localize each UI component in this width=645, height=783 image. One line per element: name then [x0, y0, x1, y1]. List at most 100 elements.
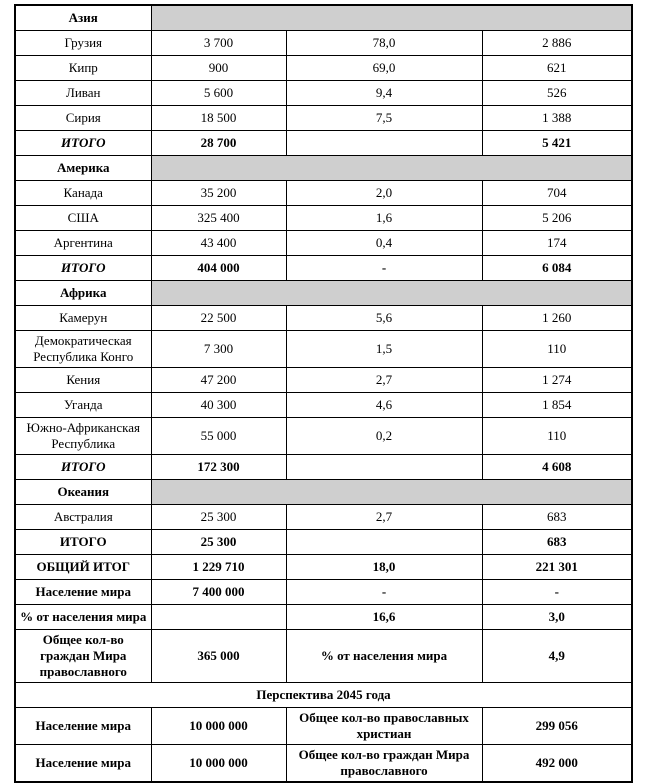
value-cell: 35 200	[150, 180, 287, 206]
value-cell: 7 300	[150, 330, 287, 368]
banner-title-cell: Перспектива 2045 года	[14, 682, 633, 708]
banner-row: Перспектива 2045 года	[14, 682, 633, 708]
country-row: Австралия 25 300 2,7 683	[14, 504, 633, 530]
region-label-cell: Азия	[14, 4, 152, 31]
label-cell: % от населения мира	[14, 604, 152, 630]
label-cell: Грузия	[14, 30, 152, 56]
label-cell: Южно-Африканская Республика	[14, 417, 152, 455]
value-cell: % от населения мира	[285, 629, 483, 683]
value-cell: 683	[481, 504, 633, 530]
value-cell: 47 200	[150, 367, 287, 393]
country-row: Демократическая Республика Конго 7 300 1,5…	[14, 330, 633, 368]
section-fill-cell	[150, 155, 633, 181]
value-cell: 43 400	[150, 230, 287, 256]
label-cell: ИТОГО	[14, 130, 152, 156]
value-cell: 3 700	[150, 30, 287, 56]
region-label-cell: Африка	[14, 280, 152, 306]
label-cell: ОБЩИЙ ИТОГ	[14, 554, 152, 580]
value-cell: 16,6	[285, 604, 483, 630]
value-cell: 404 000	[150, 255, 287, 281]
value-cell: 110	[481, 330, 633, 368]
value-cell: 492 000	[481, 744, 633, 783]
value-cell: 78,0	[285, 30, 483, 56]
value-cell: 683	[481, 529, 633, 555]
value-cell: 299 056	[481, 707, 633, 745]
value-cell: 1 260	[481, 305, 633, 331]
value-cell: 28 700	[150, 130, 287, 156]
label-cell: Камерун	[14, 305, 152, 331]
label-cell: Общее кол-во граждан Мира православного	[14, 629, 152, 683]
value-cell: 1 229 710	[150, 554, 287, 580]
value-cell: 6 084	[481, 255, 633, 281]
value-cell: 10 000 000	[150, 707, 287, 745]
value-cell: 22 500	[150, 305, 287, 331]
value-cell: -	[481, 579, 633, 605]
country-row: Аргентина 43 400 0,4 174	[14, 230, 633, 256]
region-section-row: Азия	[14, 4, 633, 31]
label-cell: Уганда	[14, 392, 152, 418]
total-row: ИТОГО 172 300 4 608	[14, 454, 633, 480]
stat-row: Общее кол-во граждан Мира православного 3…	[14, 629, 633, 683]
value-cell: 7 400 000	[150, 579, 287, 605]
total-row: ИТОГО 25 300 683	[14, 529, 633, 555]
value-cell: 1,6	[285, 205, 483, 231]
value-cell: Общее кол-во граждан Мира православного	[285, 744, 483, 783]
country-row: Южно-Африканская Республика 55 000 0,2 110	[14, 417, 633, 455]
country-row: Грузия 3 700 78,0 2 886	[14, 30, 633, 56]
country-row: Сирия 18 500 7,5 1 388	[14, 105, 633, 131]
value-cell	[150, 604, 287, 630]
label-cell: Население мира	[14, 579, 152, 605]
value-cell: 5 421	[481, 130, 633, 156]
value-cell: 18,0	[285, 554, 483, 580]
value-cell: 621	[481, 55, 633, 81]
value-cell: 2 886	[481, 30, 633, 56]
value-cell: -	[285, 255, 483, 281]
value-cell: Общее кол-во православных христиан	[285, 707, 483, 745]
stat-row: % от населения мира 16,6 3,0	[14, 604, 633, 630]
country-row: Уганда 40 300 4,6 1 854	[14, 392, 633, 418]
label-cell: Сирия	[14, 105, 152, 131]
label-cell: Канада	[14, 180, 152, 206]
value-cell: 0,2	[285, 417, 483, 455]
region-label-cell: Америка	[14, 155, 152, 181]
label-cell: Население мира	[14, 707, 152, 745]
value-cell: 704	[481, 180, 633, 206]
label-cell: Кения	[14, 367, 152, 393]
label-cell: США	[14, 205, 152, 231]
value-cell: 2,7	[285, 367, 483, 393]
value-cell: 110	[481, 417, 633, 455]
total-row: ОБЩИЙ ИТОГ 1 229 710 18,0 221 301	[14, 554, 633, 580]
value-cell	[285, 130, 483, 156]
value-cell: 40 300	[150, 392, 287, 418]
stat-row: Население мира 7 400 000- -	[14, 579, 633, 605]
value-cell: 5 206	[481, 205, 633, 231]
value-cell: 4 608	[481, 454, 633, 480]
label-cell: Ливан	[14, 80, 152, 106]
section-fill-cell	[150, 4, 633, 31]
value-cell: 172 300	[150, 454, 287, 480]
country-row: Ливан 5 600 9,4 526	[14, 80, 633, 106]
value-cell: 69,0	[285, 55, 483, 81]
value-cell: 526	[481, 80, 633, 106]
region-section-row: Океания	[14, 479, 633, 505]
value-cell	[285, 454, 483, 480]
value-cell: 174	[481, 230, 633, 256]
value-cell: 4,6	[285, 392, 483, 418]
value-cell: -	[285, 579, 483, 605]
stat-row: Население мира 10 000 000 Общее кол-во пра…	[14, 707, 633, 745]
value-cell: 3,0	[481, 604, 633, 630]
label-cell: Аргентина	[14, 230, 152, 256]
label-cell: Демократическая Республика Конго	[14, 330, 152, 368]
country-row: Канада 35 200 2,0 704	[14, 180, 633, 206]
value-cell: 2,7	[285, 504, 483, 530]
label-cell: ИТОГО	[14, 529, 152, 555]
country-row: США 325 400 1,6 5 206	[14, 205, 633, 231]
region-label-cell: Океания	[14, 479, 152, 505]
orthodox-population-table: Азия Грузия 3 700 78,0 2 886 Кипр 900 69,0 621 Ли…	[14, 4, 634, 783]
value-cell: 1 274	[481, 367, 633, 393]
value-cell: 7,5	[285, 105, 483, 131]
value-cell: 1,5	[285, 330, 483, 368]
section-fill-cell	[150, 280, 633, 306]
value-cell: 365 000	[150, 629, 287, 683]
country-row: Кения 47 200 2,7 1 274	[14, 367, 633, 393]
